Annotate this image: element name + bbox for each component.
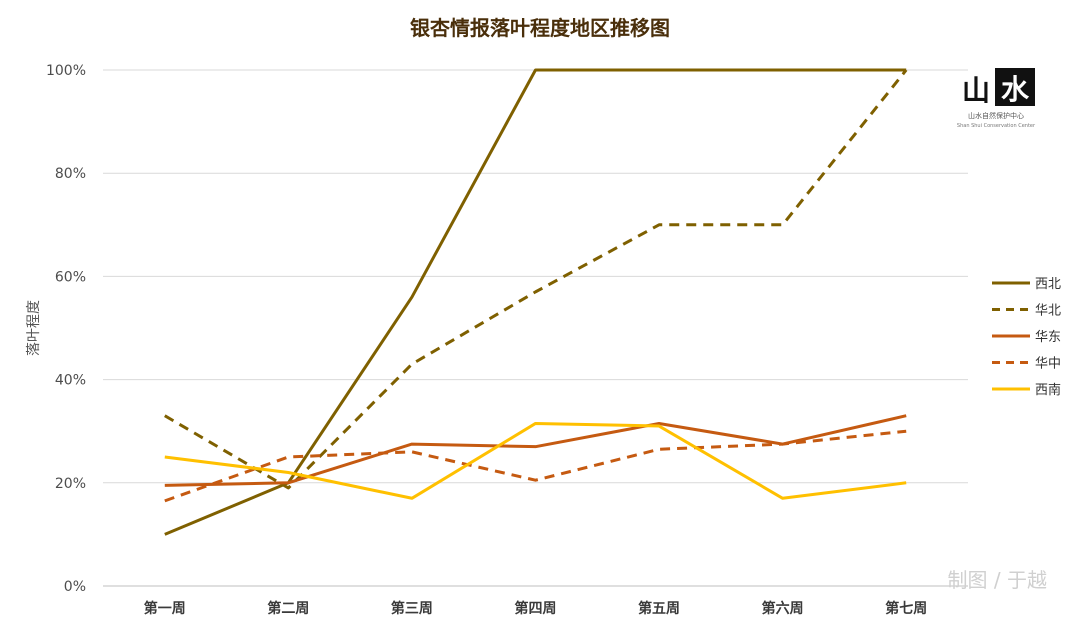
x-tick-label: 第七周 [885,600,927,617]
series-line-3 [164,414,907,487]
y-tick-label: 20% [55,476,86,492]
logo-block [995,68,1035,106]
grid-lines [103,69,968,587]
y-axis-label: 落叶程度 [26,300,42,356]
series-line-2 [164,69,908,490]
series-lines [164,68,908,536]
y-tick-label: 80% [55,166,86,182]
x-tick-label: 第三周 [391,600,433,617]
x-tick-label: 第五周 [638,600,680,617]
legend-label: 华北 [1035,304,1061,319]
legend-label: 华东 [1035,330,1061,345]
watermark: 制图 / 于越 [948,568,1047,592]
y-tick-label: 0% [64,579,86,595]
x-tick-label: 第一周 [144,600,186,617]
series-line-1 [164,68,907,536]
x-tick-label: 第六周 [762,600,804,617]
x-axis-ticks: 第一周 第二周 第三周 第四周 第五周 第六周 第七周 [144,600,927,617]
logo-name-en: Shan Shui Conservation Center [957,123,1036,129]
logo-name-cn: 山水自然保护中心 [968,111,1024,120]
logo: 山 水 山水自然保护中心 Shan Shui Conservation Cent… [957,68,1036,129]
chart-title: 银杏情报落叶程度地区推移图 [410,16,670,40]
logo-char-shui: 水 [1001,73,1030,106]
legend-label: 华中 [1035,357,1061,372]
logo-char-shan: 山 [962,74,990,107]
legend-label: 西南 [1035,382,1061,398]
legend-label: 西北 [1035,277,1061,292]
series-line-5 [164,421,907,500]
y-axis-ticks: 0% 20% 40% 60% 80% 100% [46,63,86,595]
series-line-4 [164,429,907,503]
y-tick-label: 40% [55,373,86,389]
y-tick-label: 100% [46,63,86,79]
x-tick-label: 第二周 [267,600,309,617]
x-tick-label: 第四周 [515,600,557,617]
y-tick-label: 60% [55,269,86,285]
